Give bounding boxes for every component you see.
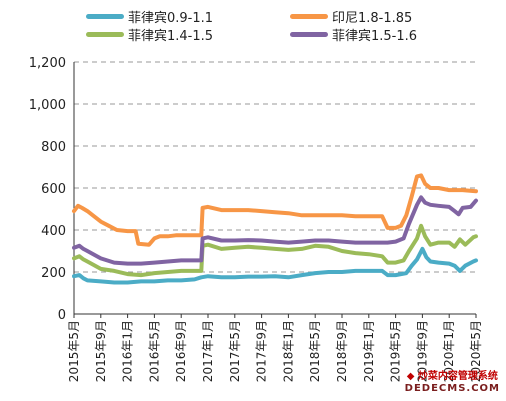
- x-tick-label-14: 2020年1月: [442, 320, 456, 382]
- x-tick-label-5: 2017年1月: [201, 320, 215, 382]
- series-lines: [72, 173, 478, 285]
- x-tick-label-9: 2018年5月: [308, 320, 322, 382]
- legend-label-4: 菲律宾1.5-1.6: [332, 28, 418, 44]
- x-tick-label-1: 2015年9月: [94, 320, 108, 382]
- y-tick-label-0: 0: [58, 308, 66, 323]
- x-tick-label-8: 2018年1月: [281, 320, 295, 382]
- legend-swatch-1: [86, 13, 124, 19]
- series-line-2: [72, 173, 478, 247]
- x-tick-label-10: 2018年9月: [335, 320, 349, 382]
- x-tick-label-0: 2015年5月: [67, 320, 81, 382]
- x-tick-label-2: 2016年1月: [121, 320, 135, 382]
- y-tick-label-6: 1,200: [29, 56, 66, 71]
- y-tick-label-5: 1,000: [29, 98, 66, 113]
- legend-label-1: 菲律宾0.9-1.1: [128, 10, 214, 26]
- legend-item-3: 菲律宾1.4-1.5: [86, 26, 214, 44]
- y-tick-label-3: 600: [41, 182, 66, 197]
- legend-swatch-4: [290, 31, 328, 37]
- y-axis-tick-labels: 0 200 400 600 800 1,000 1,200: [29, 56, 66, 323]
- y-tick-label-4: 800: [41, 140, 66, 155]
- x-tick-label-7: 2017年9月: [255, 320, 269, 382]
- x-tick-label-4: 2016年9月: [174, 320, 188, 382]
- y-tick-label-1: 200: [41, 266, 66, 281]
- x-tick-label-12: 2019年5月: [389, 320, 403, 382]
- legend-item-1: 菲律宾0.9-1.1: [86, 8, 214, 26]
- legend-item-4: 菲律宾1.5-1.6: [290, 26, 418, 44]
- legend-item-2: 印尼1.8-1.85: [290, 8, 413, 26]
- watermark: ◆ 炒菜内容管理系统 DEDECMS.COM: [405, 371, 500, 395]
- series-line-3: [72, 223, 478, 278]
- y-tick-label-2: 400: [41, 224, 66, 239]
- x-tick-label-11: 2019年1月: [362, 320, 376, 382]
- axes: [73, 62, 477, 318]
- x-tick-label-3: 2016年5月: [147, 320, 161, 382]
- legend-label-2: 印尼1.8-1.85: [332, 10, 413, 26]
- legend-label-3: 菲律宾1.4-1.5: [128, 28, 214, 44]
- x-tick-label-6: 2017年5月: [228, 320, 242, 382]
- x-axis-tick-labels: 2015年5月 2015年9月 2016年1月 2016年5月 2016年9月 2017年…: [67, 320, 483, 382]
- x-tick-label-15: 2020年5月: [469, 320, 483, 382]
- x-tick-label-13: 2019年9月: [415, 320, 429, 382]
- series-line-4: [72, 195, 478, 266]
- watermark-line2: DEDECMS.COM: [404, 383, 500, 394]
- series-line-1: [72, 246, 478, 285]
- legend-swatch-3: [86, 31, 124, 37]
- legend-swatch-2: [290, 13, 328, 19]
- watermark-line1: ◆ 炒菜内容管理系统: [406, 371, 498, 382]
